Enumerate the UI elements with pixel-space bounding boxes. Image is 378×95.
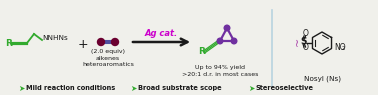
Text: heteroaromatics: heteroaromatics bbox=[82, 61, 134, 66]
Text: Up to 94% yield: Up to 94% yield bbox=[195, 65, 245, 70]
Text: Nosyl (Ns): Nosyl (Ns) bbox=[304, 76, 341, 82]
Circle shape bbox=[217, 38, 223, 44]
Text: (2.0 equiv): (2.0 equiv) bbox=[91, 49, 125, 55]
Circle shape bbox=[231, 38, 237, 44]
Text: 2: 2 bbox=[342, 46, 345, 51]
Text: +: + bbox=[78, 38, 88, 51]
Text: O: O bbox=[303, 30, 309, 38]
Text: Broad substrate scope: Broad substrate scope bbox=[138, 85, 222, 91]
Text: ➤: ➤ bbox=[18, 84, 24, 93]
Text: ➤: ➤ bbox=[130, 84, 136, 93]
Text: R: R bbox=[5, 38, 12, 48]
Text: ~: ~ bbox=[293, 36, 303, 46]
Text: >20:1 d.r. in most cases: >20:1 d.r. in most cases bbox=[182, 72, 258, 76]
Circle shape bbox=[112, 38, 118, 46]
Text: O: O bbox=[303, 44, 309, 53]
Text: Mild reaction conditions: Mild reaction conditions bbox=[26, 85, 115, 91]
Text: NO: NO bbox=[334, 42, 345, 51]
Circle shape bbox=[224, 25, 230, 31]
Text: Ag cat.: Ag cat. bbox=[144, 28, 178, 38]
Text: R: R bbox=[198, 48, 205, 57]
Circle shape bbox=[98, 38, 104, 46]
Text: Stereoselective: Stereoselective bbox=[256, 85, 314, 91]
Text: ➤: ➤ bbox=[248, 84, 254, 93]
Text: S: S bbox=[301, 36, 307, 46]
Text: NNHNs: NNHNs bbox=[42, 35, 68, 41]
Text: alkenes: alkenes bbox=[96, 55, 120, 61]
